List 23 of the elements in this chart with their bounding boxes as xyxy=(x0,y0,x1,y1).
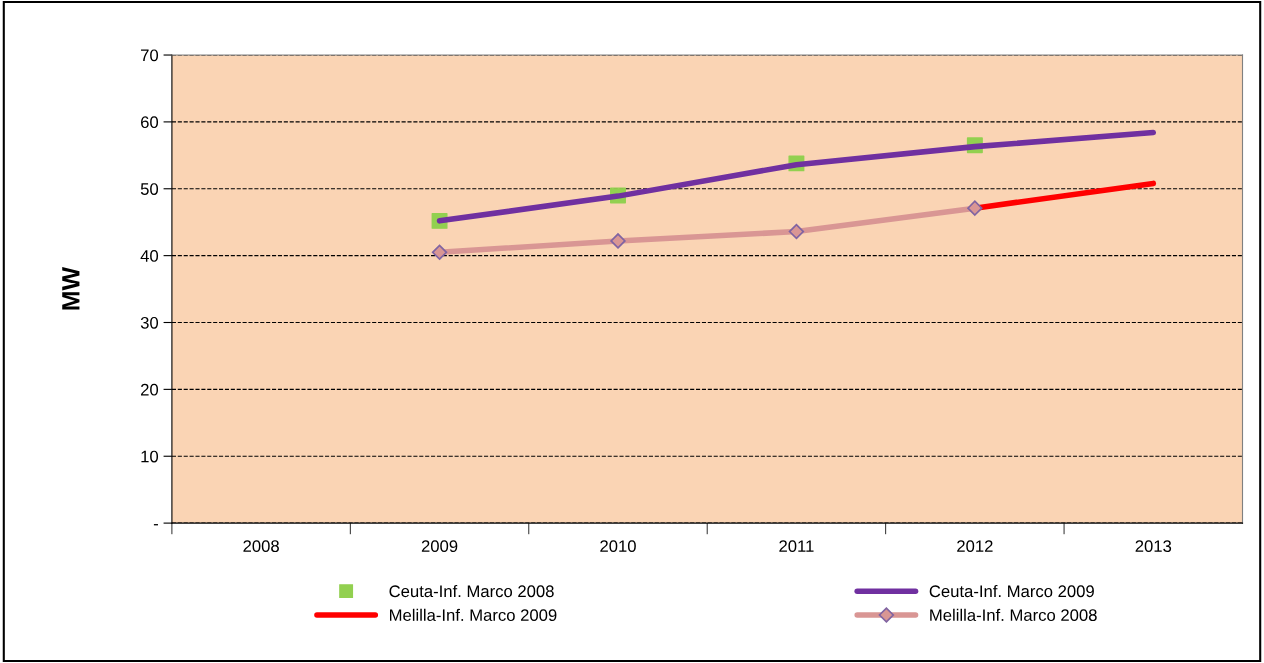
y-tick-label: 20 xyxy=(141,383,159,396)
point xyxy=(431,244,448,260)
y-axis-title: MW xyxy=(62,266,80,310)
x-tick-label: 2013 xyxy=(1135,540,1172,553)
point xyxy=(610,233,626,249)
legend-label: Ceuta-Inf. Marco 2009 xyxy=(929,584,1094,598)
x-tick-label: 2011 xyxy=(779,540,814,553)
y-tick-label: - xyxy=(153,524,158,526)
y-tick-label: 10 xyxy=(141,450,159,463)
y-tick-label: 40 xyxy=(140,250,159,262)
y-tick-label: 30 xyxy=(140,316,159,329)
legend-label: Ceuta-Inf. Marco 2008 xyxy=(389,584,554,598)
x-tick-label: 2008 xyxy=(243,540,279,553)
point xyxy=(788,223,805,240)
y-tick-label: 60 xyxy=(141,116,159,129)
y-tick-label: 70 xyxy=(141,49,159,62)
x-tick-label: 2010 xyxy=(600,540,636,553)
x-tick-label: 2009 xyxy=(421,540,458,553)
y-tick-label: 50 xyxy=(140,183,159,195)
legend-label: Melilla-Inf. Marco 2008 xyxy=(930,608,1097,622)
legend-label: Melilla-Inf. Marco 2009 xyxy=(390,608,557,622)
point xyxy=(967,200,983,216)
x-tick-label: 2012 xyxy=(957,540,993,553)
